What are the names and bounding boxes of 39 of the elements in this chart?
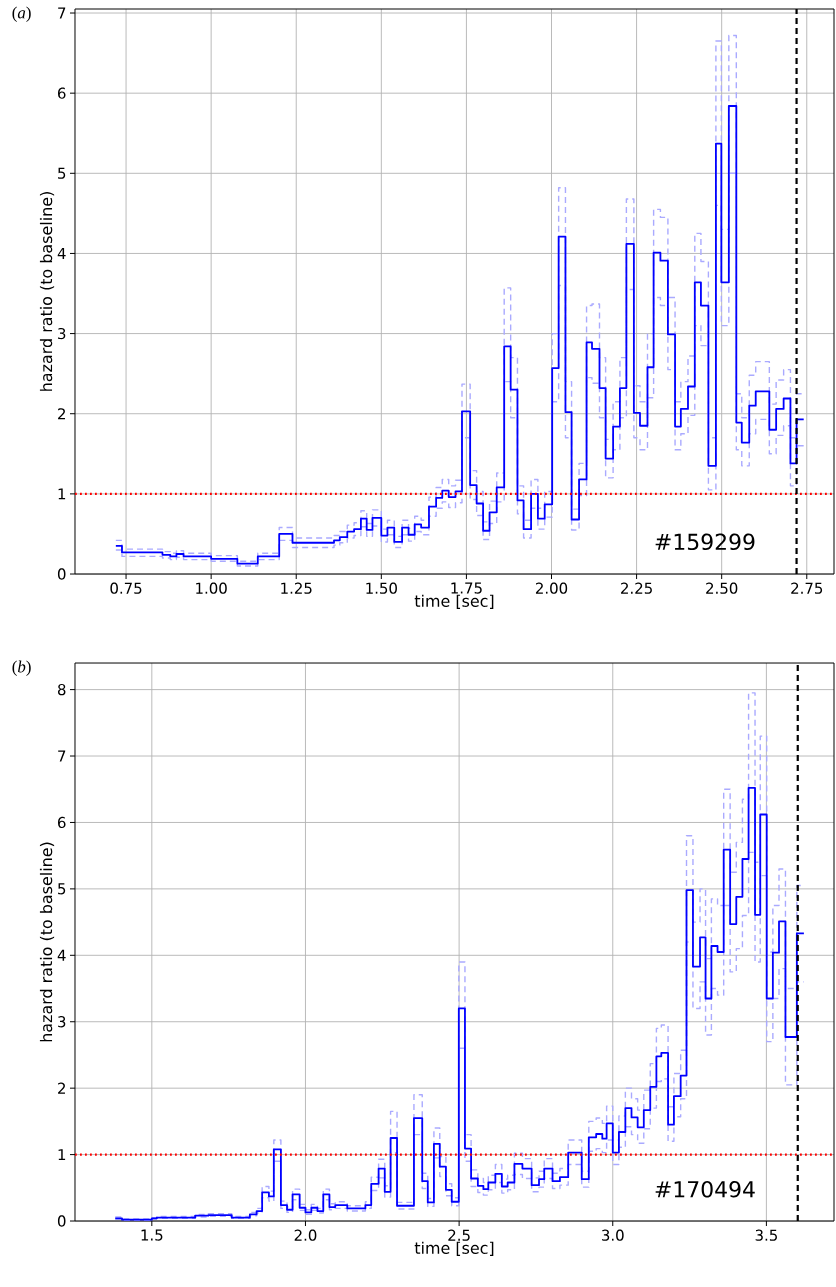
y-axis-title: hazard ratio (to baseline) — [39, 192, 55, 391]
x-tick-label: 3.5 — [755, 1229, 777, 1241]
y-tick-label: 3 — [58, 327, 66, 340]
y-tick-label: 4 — [57, 949, 66, 961]
y-tick-label: 5 — [58, 883, 66, 895]
x-tick-label: 3.0 — [602, 1229, 624, 1241]
y-tick-label: 7 — [58, 750, 66, 762]
y-tick-label: 6 — [58, 816, 66, 829]
y-tick-label: 0 — [57, 568, 66, 580]
x-tick-label: 1.50 — [366, 582, 397, 594]
x-tick-label: 2.25 — [621, 582, 652, 594]
y-tick-label: 6 — [58, 87, 66, 99]
y-tick-label: 7 — [58, 7, 66, 19]
y-tick-label: 1 — [58, 488, 66, 500]
x-tick-label: 1.00 — [196, 582, 227, 594]
y-tick-label: 3 — [58, 1016, 66, 1028]
y-tick-label: 5 — [58, 167, 66, 179]
x-axis-title: time [sec] — [414, 594, 494, 609]
x-tick-label: 0.75 — [110, 582, 142, 594]
x-tick-label: 1.5 — [141, 1229, 163, 1241]
x-tick-label: 2.50 — [706, 582, 738, 594]
y-tick-label: 4 — [57, 248, 66, 259]
chart-title: (a) — [12, 6, 31, 22]
annotation: #159299 — [655, 533, 755, 551]
x-tick-label: 2.00 — [535, 582, 568, 594]
x-tick-label: 1.75 — [451, 582, 482, 594]
x-tick-label: 1.25 — [281, 582, 312, 594]
y-tick-label: 0 — [57, 1215, 66, 1227]
y-tick-label: 1 — [58, 1149, 66, 1161]
y-axis-title: hazard ratio (to baseline) — [39, 842, 55, 1042]
x-axis-title: time [sec] — [414, 1241, 494, 1256]
x-tick-label: 2.5 — [448, 1229, 470, 1241]
y-tick-label: 2 — [58, 1082, 65, 1094]
x-tick-label: 2.0 — [294, 1229, 317, 1241]
chart-title: (b) — [12, 660, 31, 676]
y-tick-label: 2 — [58, 408, 65, 420]
x-tick-label: 2.75 — [791, 582, 823, 594]
annotation: #170494 — [655, 1180, 755, 1198]
y-tick-label: 8 — [57, 683, 66, 696]
